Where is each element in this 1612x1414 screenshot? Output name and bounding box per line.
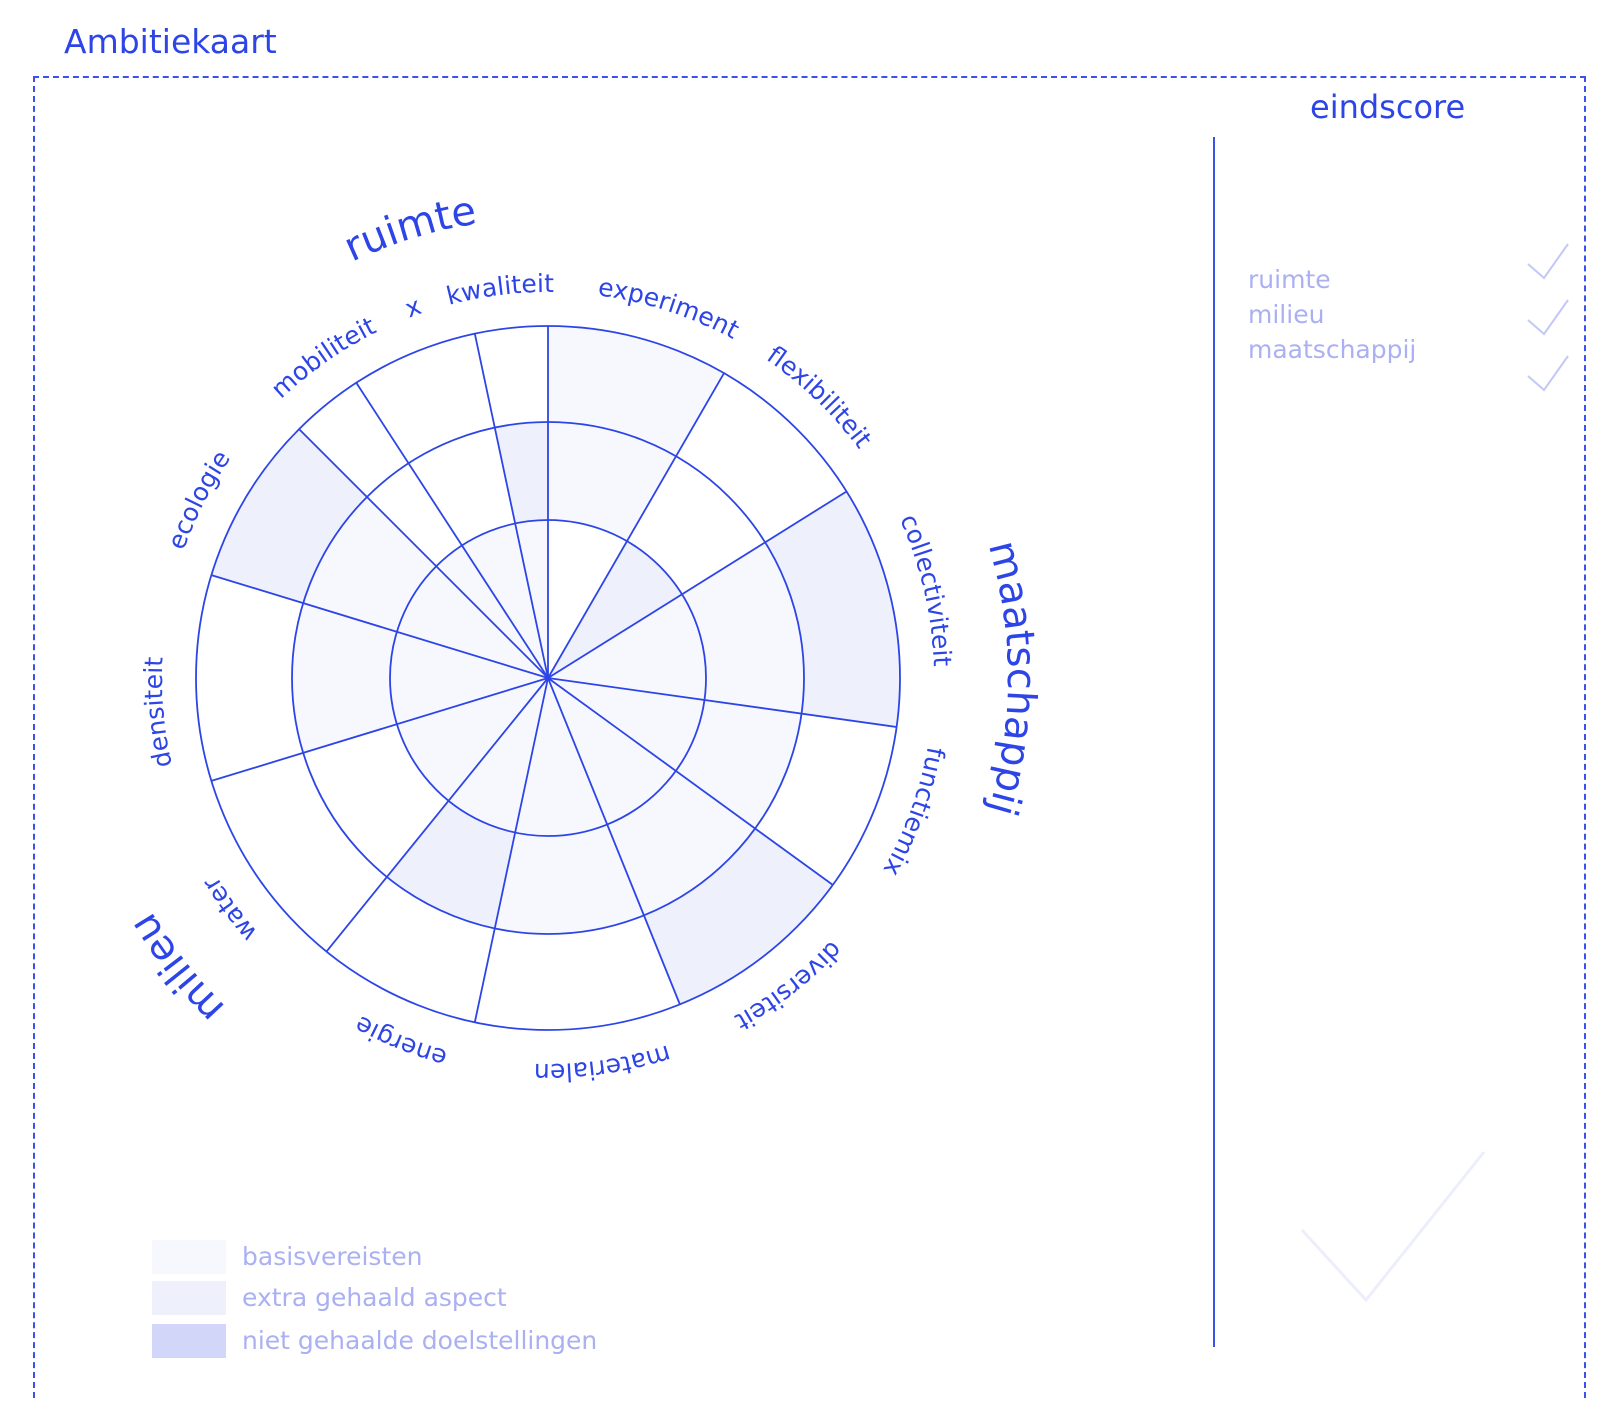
- aspect-label-materialen: materialen: [534, 1039, 675, 1087]
- eindscore-item-milieu: milieu: [1248, 300, 1325, 329]
- aspect-label-water: water: [196, 871, 262, 947]
- eindscore-list: ruimte milieu maatschappij: [1248, 262, 1416, 367]
- legend-swatch: [152, 1324, 226, 1358]
- wheel-cell-collectiviteit-ring-1: [548, 594, 706, 700]
- wheel-spoke: [547, 372, 725, 679]
- check-icon: [1527, 243, 1569, 280]
- final-check-icon: [1300, 1151, 1486, 1303]
- legend-swatch: [152, 1240, 226, 1274]
- aspect-label-flexibiliteit: flexibiliteit: [762, 340, 878, 453]
- check-icon: [1527, 299, 1569, 336]
- aspect-label-densiteit: densiteit: [139, 656, 178, 770]
- legend-swatch: [152, 1281, 226, 1315]
- wheel-cell-energie-ring-2: [386, 800, 516, 929]
- category-label-ruimte: ruimte: [337, 188, 480, 271]
- aspect-label-mobiliteit: mobiliteit: [265, 311, 380, 404]
- wheel-cell-diversiteit-ring-1: [548, 678, 676, 825]
- wheel-cell-diversiteit-ring-2: [607, 770, 756, 916]
- eindscore-checks: [1526, 240, 1612, 408]
- check-icon: [1527, 355, 1569, 392]
- aspect-label-x: x: [401, 291, 425, 323]
- wheel-cell-kwaliteit-ring-2: [494, 422, 548, 524]
- eindscore-item-ruimte: ruimte: [1248, 265, 1331, 294]
- wheel-cell-ecologie-ring-2: [303, 496, 437, 632]
- wheel-spoke: [355, 382, 549, 679]
- category-label-milieu: milieu: [120, 905, 233, 1031]
- wheel-cell-collectiviteit-ring-2: [681, 542, 804, 714]
- wheel-spoke: [547, 677, 897, 728]
- eindscore-title: eindscore: [1310, 88, 1466, 126]
- legend-label: niet gehaalde doelstellingen: [242, 1326, 598, 1355]
- wheel-cell-functiemix-ring-2: [675, 699, 802, 829]
- legend-label: basisvereisten: [242, 1242, 423, 1271]
- wheel-cell-diversiteit-ring-3: [643, 828, 833, 1005]
- score-divider: [1213, 137, 1215, 1347]
- wheel-spoke: [211, 574, 549, 679]
- wheel-cell-functiemix-ring-1: [548, 678, 705, 771]
- wheel-cell-ecologie-ring-3: [211, 429, 367, 604]
- wheel-spoke: [547, 490, 847, 679]
- wheel-spoke: [211, 677, 549, 782]
- wheel-cell-densiteit-ring-1: [390, 631, 548, 725]
- aspect-label-energie: energie: [350, 1010, 450, 1073]
- legend-label: extra gehaald aspect: [242, 1283, 507, 1312]
- wheel-cell-x-ring-1: [461, 523, 548, 678]
- wheel-cell-flexibiliteit-ring-1: [548, 541, 682, 678]
- wheel-spoke: [473, 333, 549, 679]
- wheel-cell-materialen-ring-2: [494, 824, 644, 934]
- dashed-frame: [33, 76, 1586, 1398]
- aspect-label-kwaliteit: kwaliteit: [443, 269, 554, 311]
- wheel-spoke: [547, 677, 681, 1005]
- ambition-wheel: experimentflexibiliteitcollectiviteitfun…: [120, 188, 1044, 1087]
- eindscore-item-maatschappij: maatschappij: [1248, 335, 1417, 364]
- page-title: Ambitiekaart: [64, 22, 277, 61]
- wheel-spoke: [298, 428, 549, 679]
- wheel-spoke: [547, 677, 834, 886]
- wheel-cell-densiteit-ring-2: [292, 603, 397, 753]
- wheel-spoke: [473, 677, 549, 1023]
- aspect-label-collectiviteit: collectiviteit: [894, 510, 957, 667]
- wheel-cell-collectiviteit-ring-3: [765, 491, 900, 727]
- wheel-cell-water-ring-1: [396, 678, 548, 801]
- wheel-spoke: [325, 677, 549, 953]
- category-label-maatschappij: maatschappij: [979, 536, 1044, 821]
- wheel-cell-experiment-ring-3: [548, 326, 724, 457]
- wheel-cell-materialen-ring-1: [515, 678, 608, 836]
- wheel-cell-mobiliteit-ring-1: [436, 545, 548, 678]
- wheel-cell-ecologie-ring-1: [396, 566, 548, 678]
